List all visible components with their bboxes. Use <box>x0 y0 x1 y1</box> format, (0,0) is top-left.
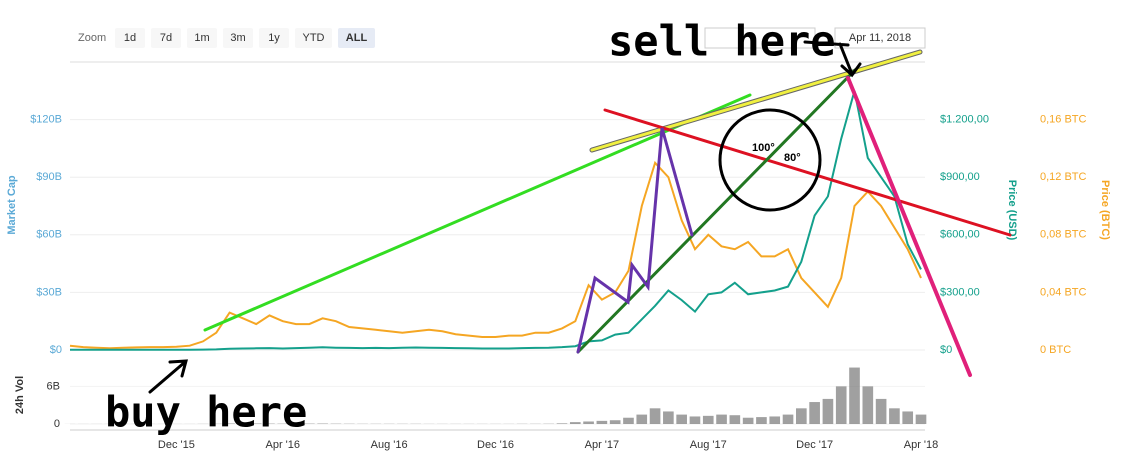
y2ticks-label: $1.200,00 <box>940 114 989 126</box>
volume-bar <box>237 423 249 424</box>
arrow <box>803 40 862 78</box>
volume-bar <box>224 423 235 424</box>
volume-bar <box>649 408 661 424</box>
angle-label: 80° <box>784 152 801 164</box>
y-axis-title: Market Cap <box>6 175 18 235</box>
trend-line <box>203 93 752 332</box>
volume-tick-label: 0 <box>54 418 60 430</box>
zoom-button[interactable] <box>223 28 253 48</box>
y2ticks-label: $300,00 <box>940 286 980 298</box>
volume-bar <box>756 417 767 424</box>
volume-bar <box>702 415 714 424</box>
volume-bar <box>875 398 887 424</box>
volume-bar <box>636 414 648 424</box>
y3ticks-label: 0,08 BTC <box>1040 229 1087 241</box>
y2ticks-label: $600,00 <box>940 229 980 241</box>
yticks-label: $30B <box>36 286 62 298</box>
yticks-label: $60B <box>36 229 62 241</box>
volume-bar <box>769 416 781 424</box>
volume-bar <box>835 386 847 424</box>
x-tick-label: Aug '16 <box>371 439 408 451</box>
volume-bar <box>716 414 727 424</box>
x-tick-label: Dec '16 <box>477 439 514 451</box>
zoom-button-label[interactable]: 1m <box>194 32 209 44</box>
zoom-button-label[interactable]: ALL <box>346 32 368 44</box>
date-box[interactable] <box>834 27 926 49</box>
volume-axis-title: 24h Vol <box>14 376 26 414</box>
angle-label: 100° <box>752 142 775 154</box>
trend-line <box>576 68 857 354</box>
volume-bar <box>889 408 900 424</box>
y3ticks-label: 0 BTC <box>1040 344 1071 356</box>
trend-line <box>603 108 1012 237</box>
volume-bar <box>556 423 568 424</box>
volume-bar <box>822 398 834 424</box>
volume-bar <box>862 386 874 424</box>
zoom-button[interactable] <box>115 28 145 48</box>
trend-line <box>846 76 972 377</box>
yticks-label: $120B <box>30 114 62 126</box>
volume-bar <box>689 416 701 424</box>
yticks-label: $90B <box>36 171 62 183</box>
x-tick-label: Apr '18 <box>904 439 939 451</box>
volume-bar <box>782 414 794 424</box>
x-tick-label: Apr '17 <box>585 439 620 451</box>
volume-bar <box>915 414 927 424</box>
zoom-label: Zoom <box>78 32 106 44</box>
date-to: Apr 11, 2018 <box>849 32 911 44</box>
zoom-button-label[interactable]: YTD <box>303 32 325 44</box>
yticks-label: $0 <box>50 344 62 356</box>
zoom-button[interactable] <box>187 28 217 48</box>
trend-line <box>590 50 922 152</box>
zoom-button-label[interactable]: 1d <box>124 32 136 44</box>
y2-axis-title: Price (USD) <box>1006 180 1018 241</box>
angle-circle <box>718 108 822 212</box>
y3ticks-label: 0,12 BTC <box>1040 171 1087 183</box>
volume-bar <box>250 423 262 424</box>
zoom-button-label[interactable]: 3m <box>230 32 245 44</box>
arrow <box>148 359 188 394</box>
price-line <box>70 90 922 351</box>
volume-bar <box>809 402 820 424</box>
y2ticks-label: $0 <box>940 344 952 356</box>
x-tick-label: Apr '16 <box>265 439 300 451</box>
volume-bar <box>742 417 754 424</box>
volume-bar <box>663 411 674 424</box>
x-tick-label: Dec '15 <box>158 439 195 451</box>
y3ticks-label: 0,04 BTC <box>1040 286 1087 298</box>
x-tick-label: Aug '17 <box>690 439 727 451</box>
volume-bar <box>623 417 634 424</box>
x-tick-label: Dec '17 <box>796 439 833 451</box>
zoom-button-label[interactable]: 1y <box>268 32 280 44</box>
volume-bar <box>849 367 860 424</box>
volume-bar <box>676 414 687 424</box>
y2ticks-label: $900,00 <box>940 171 980 183</box>
volume-bar <box>729 415 741 424</box>
date-box[interactable] <box>704 27 816 49</box>
annotations <box>148 40 1012 394</box>
y3ticks-label: 0,16 BTC <box>1040 114 1087 126</box>
zoom-button[interactable] <box>259 28 289 48</box>
volume-bar <box>583 421 594 424</box>
annotation-buy: buy here <box>105 388 307 437</box>
volume-bar <box>596 420 608 424</box>
price-line <box>69 160 922 350</box>
zoom-button[interactable] <box>338 28 375 48</box>
y3-axis-title: Price (BTC) <box>1099 180 1111 240</box>
marks: Zoom 1d 7d 1m 3m 1y YTD ALL $0 $30B $60B $90B $120B $… <box>30 28 1087 451</box>
annotation-sell: sell here <box>608 17 836 66</box>
volume-bar <box>609 420 621 424</box>
volume-bar <box>569 422 581 424</box>
wave-line <box>576 127 694 354</box>
volume-bar <box>796 408 807 424</box>
zoom-button[interactable] <box>295 28 332 48</box>
volume-bar <box>902 411 914 424</box>
zoom-button-label[interactable]: 7d <box>160 32 172 44</box>
zoom-button[interactable] <box>151 28 181 48</box>
volume-tick-label: 6B <box>47 380 60 392</box>
